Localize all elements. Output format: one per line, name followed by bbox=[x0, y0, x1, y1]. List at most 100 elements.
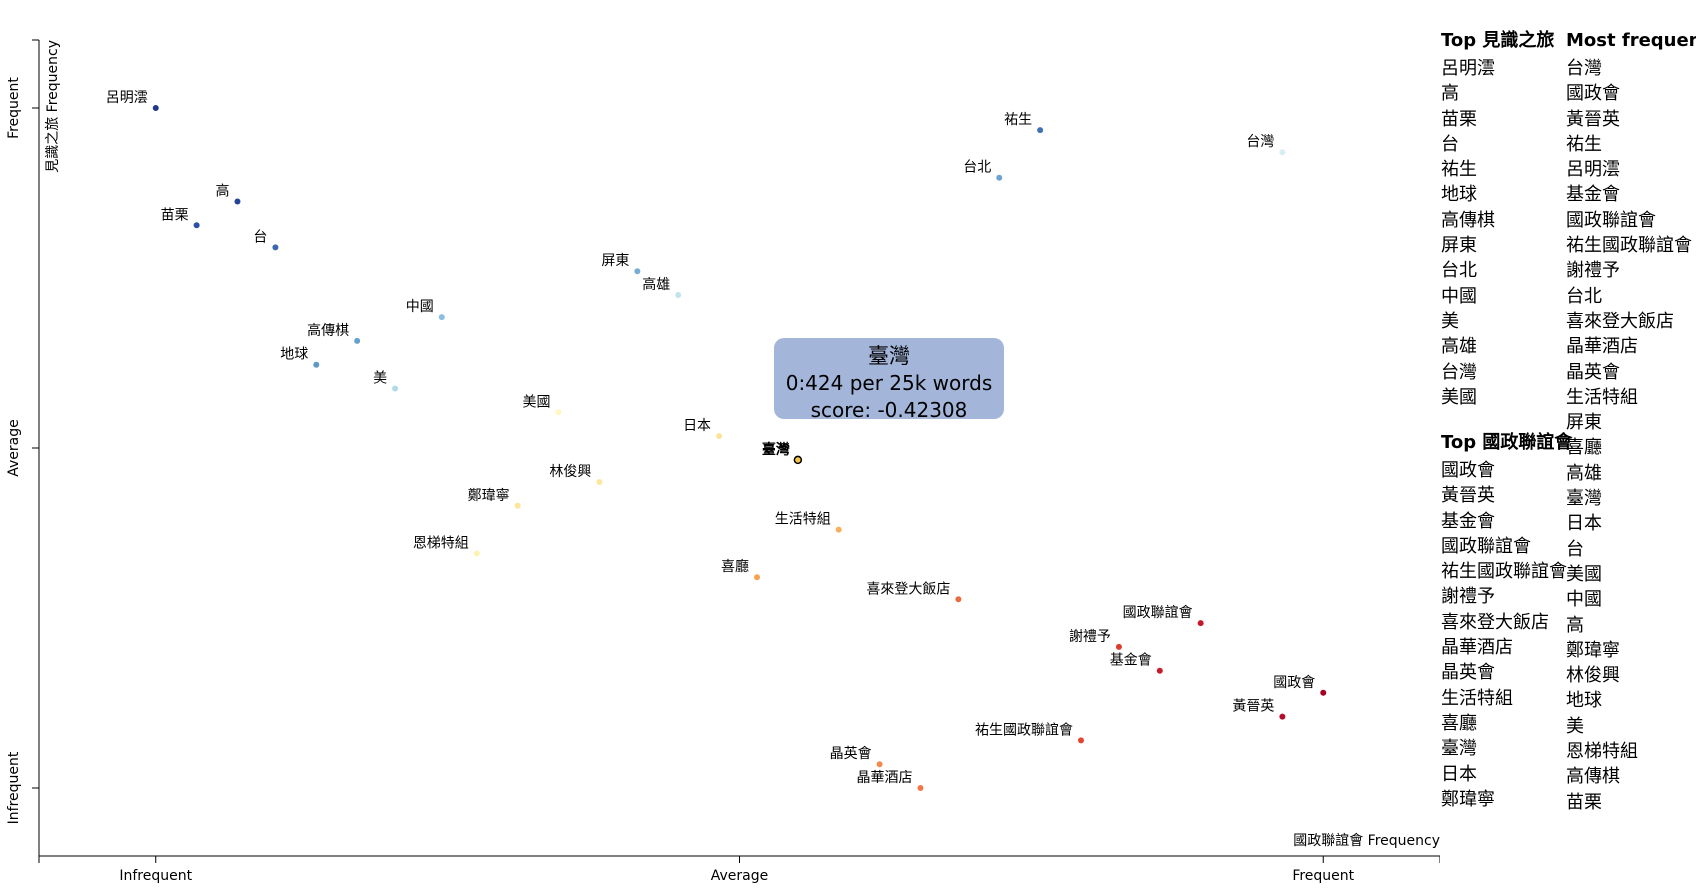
data-point[interactable] bbox=[152, 105, 159, 111]
most-frequent-item[interactable]: 晶英會 bbox=[1566, 361, 1620, 383]
data-point[interactable] bbox=[754, 574, 761, 581]
most-frequent-item[interactable]: 臺灣 bbox=[1566, 488, 1602, 510]
most-frequent-item[interactable]: 台 bbox=[1566, 538, 1584, 560]
top-category-a-item[interactable]: 屏東 bbox=[1441, 235, 1477, 257]
data-point-label: 台灣 bbox=[1246, 134, 1274, 150]
data-point[interactable] bbox=[793, 455, 803, 465]
most-frequent-item[interactable]: 祐生國政聯誼會 bbox=[1566, 235, 1692, 257]
data-point-label: 鄭瑋寧 bbox=[468, 487, 510, 504]
tooltip-frequency: 0:424 per 25k words bbox=[785, 371, 993, 395]
data-point[interactable] bbox=[1197, 620, 1204, 627]
top-category-b-item[interactable]: 晶華酒店 bbox=[1441, 637, 1513, 659]
data-point[interactable] bbox=[596, 479, 603, 485]
most-frequent-item[interactable]: 中國 bbox=[1566, 589, 1602, 611]
most-frequent-item[interactable]: 美 bbox=[1566, 715, 1584, 737]
most-frequent-item[interactable]: 高傳棋 bbox=[1566, 766, 1620, 788]
data-point[interactable] bbox=[675, 292, 682, 298]
most-frequent-item[interactable]: 黃晉英 bbox=[1566, 108, 1620, 130]
top-category-a-item[interactable]: 中國 bbox=[1441, 285, 1477, 307]
most-frequent-item[interactable]: 呂明澐 bbox=[1566, 159, 1620, 181]
top-category-b-item[interactable]: 黃晉英 bbox=[1441, 485, 1495, 507]
top-category-b-item[interactable]: 喜來登大飯店 bbox=[1441, 611, 1549, 633]
most-frequent-item[interactable]: 美國 bbox=[1566, 563, 1602, 585]
data-point[interactable] bbox=[955, 596, 962, 603]
top-category-a-item[interactable]: 台北 bbox=[1441, 260, 1477, 282]
data-point-label: 國政聯誼會 bbox=[1123, 605, 1193, 621]
data-point[interactable] bbox=[1279, 149, 1286, 156]
top-category-b-item[interactable]: 基金會 bbox=[1441, 510, 1495, 532]
top-category-b-item[interactable]: 生活特組 bbox=[1441, 687, 1513, 709]
most-frequent-item[interactable]: 生活特組 bbox=[1566, 386, 1638, 408]
top-category-a-item[interactable]: 台 bbox=[1441, 133, 1459, 155]
data-point[interactable] bbox=[1156, 667, 1163, 674]
top-category-a-item[interactable]: 祐生 bbox=[1441, 159, 1477, 181]
top-category-b-title: Top 國政聯誼會 bbox=[1441, 432, 1573, 453]
top-category-b-item[interactable]: 日本 bbox=[1441, 763, 1477, 785]
top-category-b-item[interactable]: 鄭瑋寧 bbox=[1441, 788, 1495, 810]
data-point[interactable] bbox=[392, 385, 399, 392]
top-category-b-item[interactable]: 喜廳 bbox=[1441, 712, 1477, 734]
most-frequent-item[interactable]: 喜廳 bbox=[1566, 437, 1602, 459]
most-frequent-item[interactable]: 台北 bbox=[1566, 285, 1602, 307]
tooltip-score: score: -0.42308 bbox=[810, 398, 968, 422]
most-frequent-item[interactable]: 台灣 bbox=[1566, 58, 1602, 79]
data-point[interactable] bbox=[313, 361, 320, 368]
most-frequent-item[interactable]: 地球 bbox=[1566, 690, 1602, 712]
data-point[interactable] bbox=[438, 314, 445, 321]
top-category-a-item[interactable]: 地球 bbox=[1441, 184, 1477, 206]
data-point-label: 基金會 bbox=[1110, 652, 1152, 669]
data-point[interactable] bbox=[835, 526, 842, 533]
data-point[interactable] bbox=[1037, 127, 1044, 134]
top-category-b-item[interactable]: 晶英會 bbox=[1441, 662, 1495, 684]
top-category-b-item[interactable]: 臺灣 bbox=[1441, 738, 1477, 760]
data-point[interactable] bbox=[555, 409, 562, 416]
most-frequent-item[interactable]: 國政會 bbox=[1566, 83, 1620, 105]
top-category-b-item[interactable]: 國政聯誼會 bbox=[1441, 535, 1531, 557]
top-category-a-item[interactable]: 高傳棋 bbox=[1441, 209, 1495, 231]
data-point[interactable] bbox=[1077, 737, 1084, 744]
data-point[interactable] bbox=[272, 244, 279, 251]
most-frequent-item[interactable]: 高雄 bbox=[1566, 462, 1602, 484]
top-category-b-item[interactable]: 祐生國政聯誼會 bbox=[1441, 561, 1567, 583]
data-point[interactable] bbox=[1115, 643, 1122, 650]
y-tick-label: Average bbox=[6, 419, 22, 477]
top-category-b-item[interactable]: 國政會 bbox=[1441, 460, 1495, 481]
most-frequent-item[interactable]: 謝禮予 bbox=[1566, 260, 1620, 282]
most-frequent-item[interactable]: 恩梯特組 bbox=[1566, 741, 1638, 763]
top-category-a-item[interactable]: 呂明澐 bbox=[1441, 58, 1495, 79]
data-point-label: 美國 bbox=[523, 394, 551, 410]
most-frequent-item[interactable]: 喜來登大飯店 bbox=[1566, 310, 1674, 332]
data-point[interactable] bbox=[473, 550, 480, 557]
data-point[interactable] bbox=[634, 268, 641, 275]
most-frequent-item[interactable]: 晶華酒店 bbox=[1566, 336, 1638, 358]
top-category-a-item[interactable]: 美國 bbox=[1441, 386, 1477, 408]
data-point[interactable] bbox=[234, 198, 241, 205]
top-category-a-item[interactable]: 台灣 bbox=[1441, 361, 1477, 383]
data-point-label: 呂明澐 bbox=[106, 89, 148, 106]
top-category-a-item[interactable]: 高 bbox=[1441, 83, 1459, 105]
top-category-a-item[interactable]: 苗栗 bbox=[1441, 108, 1477, 130]
most-frequent-item[interactable]: 國政聯誼會 bbox=[1566, 209, 1656, 231]
most-frequent-item[interactable]: 林俊興 bbox=[1566, 665, 1620, 687]
data-point[interactable] bbox=[1320, 689, 1327, 696]
most-frequent-title: Most frequent bbox=[1566, 30, 1696, 51]
top-category-a-item[interactable]: 美 bbox=[1441, 310, 1459, 332]
top-category-b-item[interactable]: 謝禮予 bbox=[1441, 586, 1495, 608]
most-frequent-item[interactable]: 高 bbox=[1566, 614, 1584, 636]
most-frequent-item[interactable]: 苗栗 bbox=[1566, 791, 1602, 813]
top-category-a-item[interactable]: 高雄 bbox=[1441, 336, 1477, 358]
data-point[interactable] bbox=[514, 502, 521, 509]
most-frequent-item[interactable]: 祐生 bbox=[1566, 133, 1602, 155]
most-frequent-item[interactable]: 基金會 bbox=[1566, 184, 1620, 206]
most-frequent-item[interactable]: 日本 bbox=[1566, 513, 1602, 535]
data-point[interactable] bbox=[1279, 713, 1286, 720]
most-frequent-item[interactable]: 屏東 bbox=[1566, 412, 1602, 434]
data-point[interactable] bbox=[876, 761, 883, 768]
data-point-label: 國政會 bbox=[1273, 675, 1315, 691]
data-point[interactable] bbox=[193, 222, 200, 229]
data-point[interactable] bbox=[716, 433, 723, 440]
most-frequent-item[interactable]: 鄭瑋寧 bbox=[1566, 639, 1620, 661]
data-point[interactable] bbox=[354, 337, 361, 344]
data-point[interactable] bbox=[996, 174, 1003, 181]
data-point[interactable] bbox=[917, 785, 924, 791]
